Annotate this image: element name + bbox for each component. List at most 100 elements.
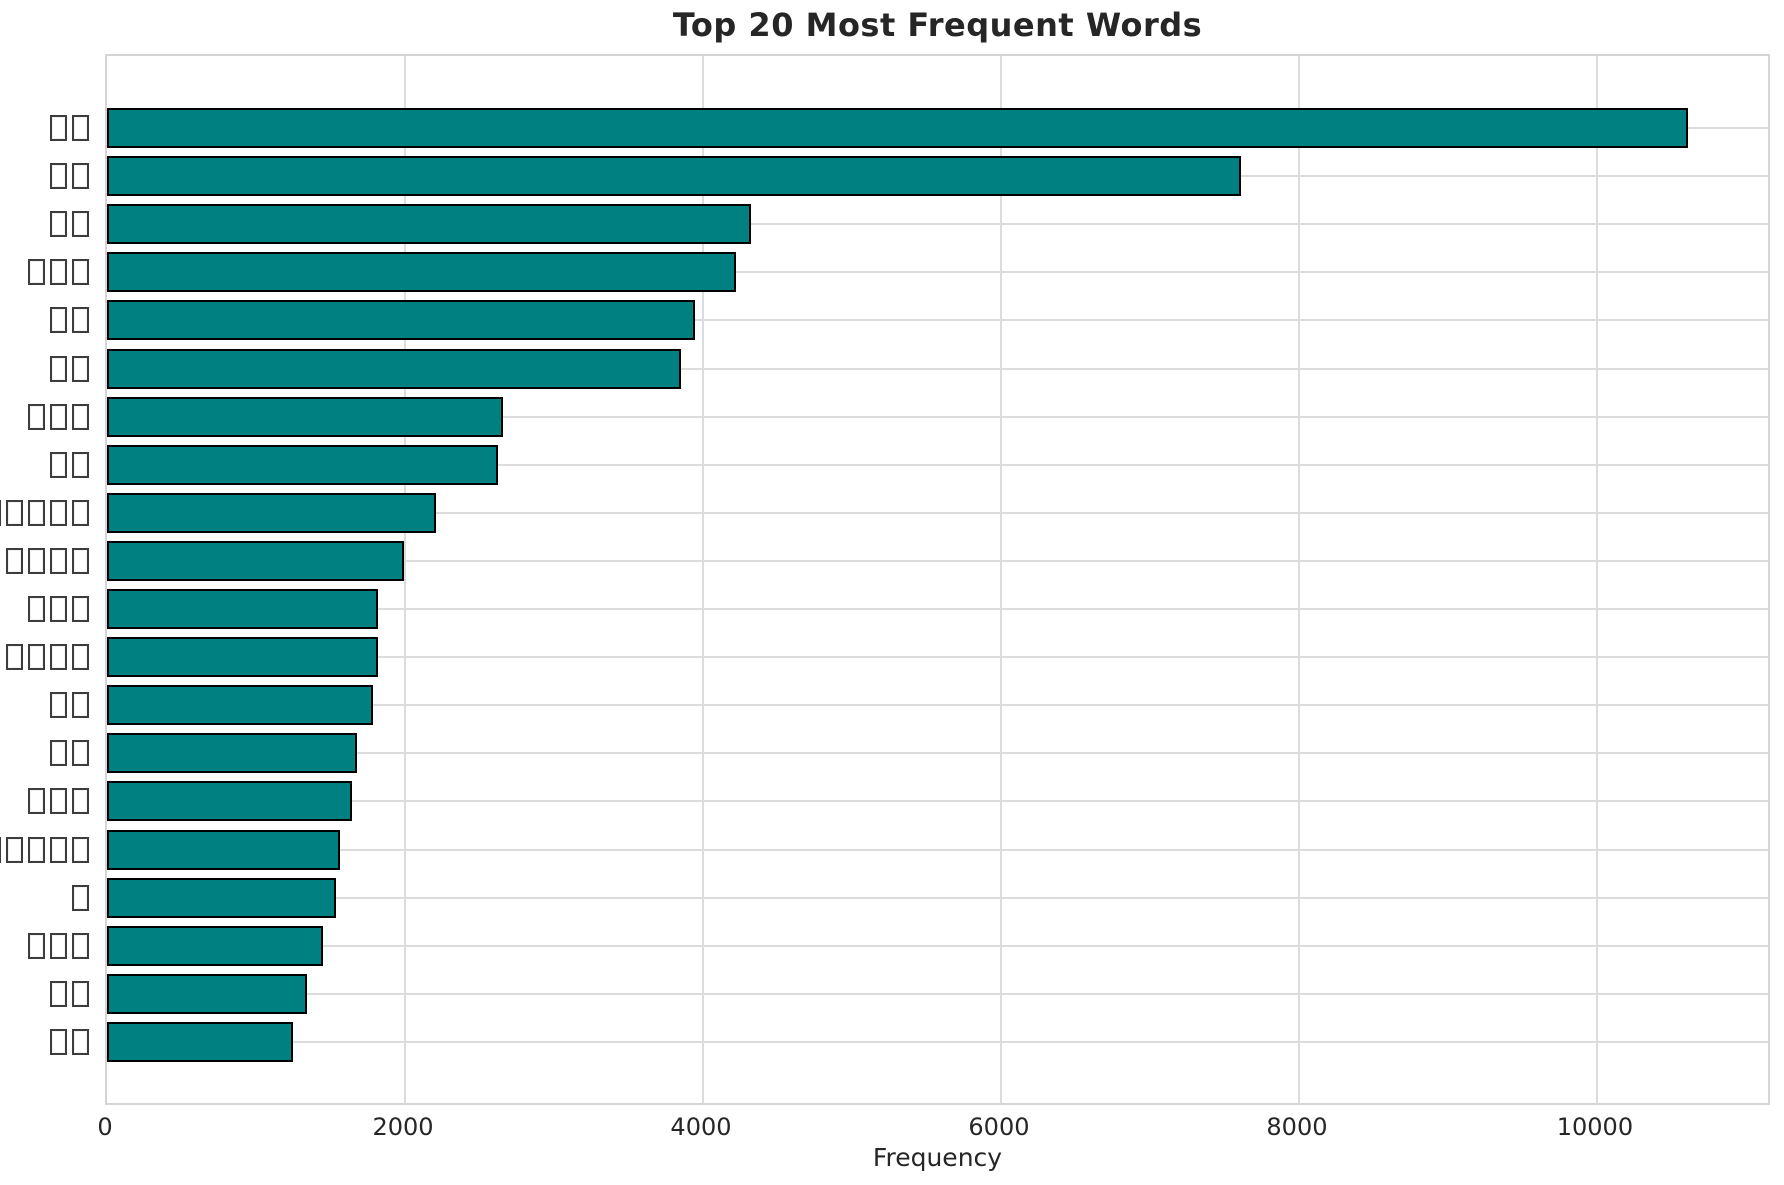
bar-row (0, 492, 1768, 533)
missing-glyph-box (49, 788, 67, 815)
missing-glyph-box (49, 980, 67, 1007)
missing-glyph-box (49, 403, 67, 430)
y-tick-label (25, 932, 91, 959)
bar-row (27, 925, 1768, 966)
missing-glyph-box (71, 596, 89, 622)
bar-row (49, 444, 1768, 485)
missing-glyph-box (71, 644, 89, 671)
bar-row (27, 396, 1768, 437)
missing-glyph-box (49, 692, 67, 719)
y-tick-label (3, 547, 91, 574)
bar (107, 300, 695, 341)
missing-glyph-box (71, 836, 89, 863)
y-tick-label (25, 596, 91, 622)
bar (107, 829, 340, 870)
y-tick-label (47, 1028, 91, 1055)
missing-glyph-box (5, 499, 23, 526)
x-tick-label: 8000 (1266, 1113, 1328, 1141)
bar-row (49, 733, 1768, 774)
y-tick-label (0, 836, 91, 863)
bar-row (49, 156, 1768, 197)
missing-glyph-box (71, 740, 89, 767)
x-tick-label: 10000 (1556, 1113, 1634, 1141)
bar (107, 877, 336, 918)
bar (107, 733, 357, 774)
missing-glyph-box (27, 788, 45, 815)
bar (107, 348, 681, 389)
missing-glyph-box (71, 692, 89, 719)
y-tick-label (47, 355, 91, 382)
missing-glyph-box (49, 115, 67, 141)
horizontal-gridline (107, 752, 1768, 755)
missing-glyph-box (49, 932, 67, 959)
missing-glyph-box (71, 884, 89, 911)
horizontal-gridline (107, 800, 1768, 803)
vertical-gridline (403, 56, 406, 1103)
bar-row (27, 781, 1768, 822)
missing-glyph-box (49, 451, 67, 478)
bar-row (49, 108, 1768, 148)
chart-title: Top 20 Most Frequent Words (672, 6, 1203, 44)
x-tick-label: 4000 (670, 1113, 732, 1141)
missing-glyph-box (49, 644, 67, 671)
bar (107, 396, 504, 437)
missing-glyph-box (5, 547, 23, 574)
bar (107, 252, 736, 293)
y-tick-label (3, 644, 91, 671)
bar (107, 540, 404, 581)
bar-row (27, 252, 1768, 293)
horizontal-gridline (107, 511, 1768, 514)
y-tick-label (47, 740, 91, 767)
missing-glyph-box (0, 499, 1, 526)
bar-row (5, 540, 1768, 581)
missing-glyph-box (71, 163, 89, 190)
horizontal-gridline (107, 992, 1768, 995)
horizontal-gridline (107, 463, 1768, 466)
missing-glyph-box (49, 1028, 67, 1055)
missing-glyph-box (71, 788, 89, 815)
bar-row (49, 300, 1768, 341)
bar (107, 781, 352, 822)
x-tick-label: 2000 (372, 1113, 434, 1141)
bar-row (0, 829, 1768, 870)
bar-row (49, 1021, 1768, 1062)
x-tick-label: 0 (97, 1113, 113, 1141)
bar (107, 1021, 293, 1062)
horizontal-gridline (107, 848, 1768, 851)
x-axis-title: Frequency (872, 1143, 1003, 1172)
missing-glyph-box (5, 644, 23, 671)
horizontal-gridline (107, 944, 1768, 947)
missing-glyph-box (27, 836, 45, 863)
missing-glyph-box (71, 1028, 89, 1055)
y-tick-label (47, 307, 91, 334)
missing-glyph-box (49, 596, 67, 622)
bar (107, 444, 498, 485)
missing-glyph-box (49, 211, 67, 238)
horizontal-gridline (107, 415, 1768, 418)
horizontal-gridline (107, 1040, 1768, 1043)
missing-glyph-box (71, 499, 89, 526)
missing-glyph-box (71, 980, 89, 1007)
y-tick-label (47, 115, 91, 141)
missing-glyph-box (27, 403, 45, 430)
y-tick-label (47, 692, 91, 719)
y-tick-label (47, 451, 91, 478)
missing-glyph-box (27, 547, 45, 574)
missing-glyph-box (71, 115, 89, 141)
missing-glyph-box (71, 307, 89, 334)
horizontal-gridline (107, 319, 1768, 322)
bar (107, 156, 1242, 197)
y-tick-label (0, 499, 91, 526)
bar-row (49, 204, 1768, 245)
bar-row (5, 637, 1768, 678)
missing-glyph-box (49, 355, 67, 382)
y-tick-label (47, 211, 91, 238)
missing-glyph-box (49, 740, 67, 767)
horizontal-gridline (107, 367, 1768, 370)
bar-row (71, 877, 1768, 918)
missing-glyph-box (71, 211, 89, 238)
missing-glyph-box (5, 836, 23, 863)
horizontal-gridline (107, 559, 1768, 562)
missing-glyph-box (49, 499, 67, 526)
